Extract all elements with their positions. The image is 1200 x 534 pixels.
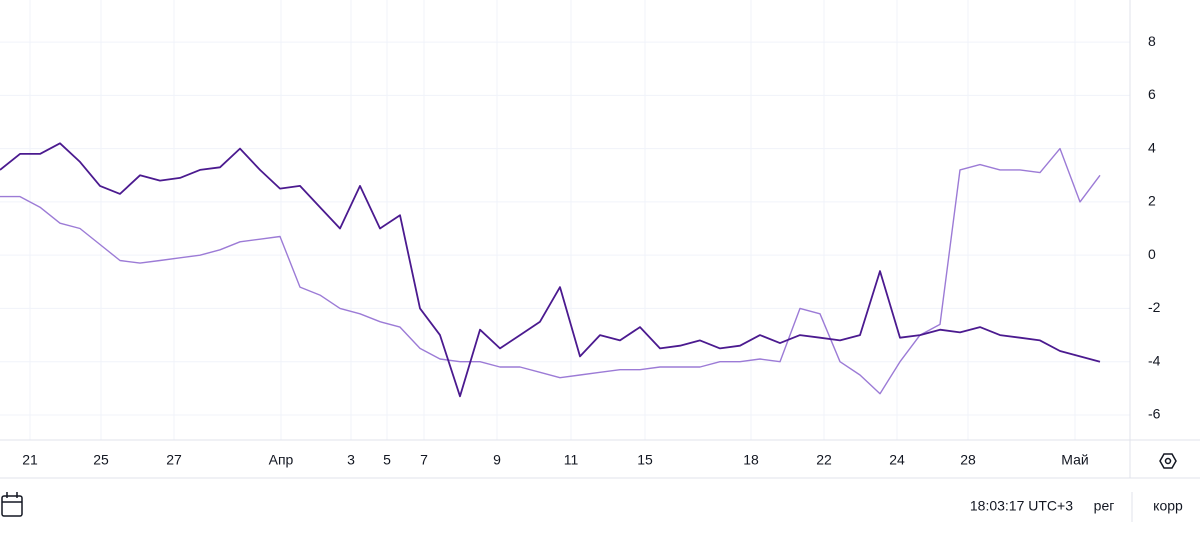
- series-line: [0, 147, 1101, 395]
- x-tick-label: 3: [347, 452, 355, 468]
- y-tick-label: 4: [1148, 139, 1156, 155]
- x-tick-label: Апр: [269, 452, 294, 468]
- plot: 8 6 4 2 0 -2 -4 -6 21 25 27 Апр 3 5 7 9 11 15 18 22 24 28 Май: [0, 0, 1161, 468]
- y-tick-label: 2: [1148, 193, 1156, 209]
- adjust-button[interactable]: корр: [1153, 498, 1183, 514]
- x-tick-label: 21: [22, 452, 38, 468]
- x-tick-label: 18: [743, 452, 759, 468]
- y-tick-label: 8: [1148, 33, 1156, 49]
- x-tick-label: 27: [166, 452, 182, 468]
- settings-icon[interactable]: [1159, 453, 1177, 469]
- x-tick-label: 22: [816, 452, 832, 468]
- x-tick-label: 15: [637, 452, 653, 468]
- x-tick-label: 24: [889, 452, 905, 468]
- x-tick-label: 28: [960, 452, 976, 468]
- x-tick-label: 9: [493, 452, 501, 468]
- series-line: [0, 142, 1101, 398]
- session-button[interactable]: рег: [1094, 498, 1115, 514]
- x-tick-label: 11: [564, 452, 579, 468]
- x-tick-label: 25: [93, 452, 109, 468]
- clock: 18:03:17 UTC+3: [970, 498, 1073, 514]
- x-tick-label: 7: [420, 452, 428, 468]
- x-tick-label: 5: [383, 452, 391, 468]
- y-tick-label: 6: [1148, 86, 1156, 102]
- y-tick-label: -4: [1148, 352, 1161, 368]
- date-range-icon[interactable]: [1, 492, 23, 517]
- y-tick-label: 0: [1148, 246, 1156, 262]
- x-tick-label: Май: [1061, 452, 1088, 468]
- y-tick-label: -2: [1148, 299, 1161, 315]
- y-tick-label: -6: [1148, 406, 1161, 422]
